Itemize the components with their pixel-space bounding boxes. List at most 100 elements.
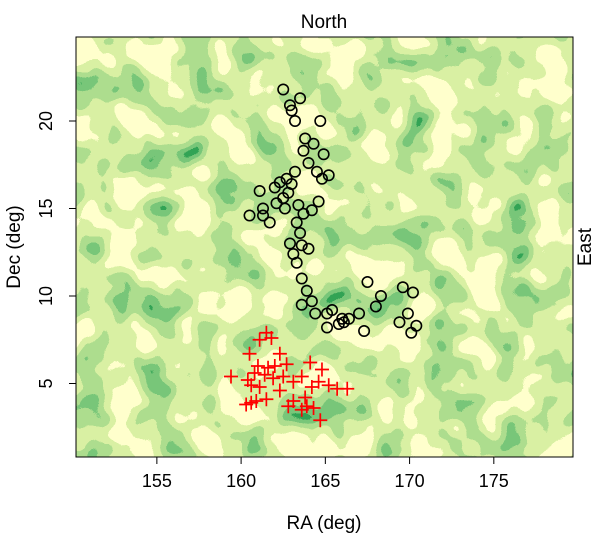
circle-point <box>321 307 334 320</box>
plus-point <box>242 346 257 361</box>
circle-point <box>278 202 291 215</box>
circle-point <box>396 281 409 294</box>
circle-point <box>393 316 406 329</box>
circle-point <box>361 275 374 288</box>
circle-point <box>353 307 366 320</box>
circle-point <box>369 300 382 313</box>
plus-point <box>247 366 262 380</box>
circle-point <box>295 272 308 285</box>
plus-point <box>252 380 267 394</box>
plus-point <box>294 369 309 384</box>
circle-point <box>337 316 350 329</box>
circle-point <box>283 237 296 250</box>
circle-point <box>294 92 307 105</box>
plus-point <box>294 402 309 417</box>
circle-point <box>374 289 387 302</box>
circle-point <box>305 295 318 308</box>
circle-point <box>270 197 283 210</box>
plus-point <box>304 380 319 394</box>
circle-point <box>289 115 302 128</box>
plus-point <box>250 359 265 373</box>
plus-point <box>306 401 321 415</box>
circle-point <box>253 185 266 198</box>
plus-point <box>286 394 301 408</box>
plus-point <box>314 362 329 377</box>
circle-point <box>297 144 310 157</box>
x-tick-label: 170 <box>395 471 425 491</box>
plus-point <box>261 360 276 375</box>
circle-point <box>263 216 276 229</box>
plus-point <box>279 357 294 372</box>
circle-point <box>289 165 302 178</box>
circle-point <box>294 227 307 240</box>
x-tick-label: 160 <box>226 471 256 491</box>
plus-point <box>244 378 259 393</box>
circle-point <box>299 132 312 145</box>
circle-point <box>358 324 371 337</box>
circle-point <box>309 307 322 320</box>
circle-point <box>302 242 315 255</box>
chart-title: North <box>301 12 347 33</box>
circle-point <box>257 202 270 215</box>
x-tick-label: 155 <box>142 471 172 491</box>
circle-point <box>295 239 308 252</box>
plus-point <box>298 390 313 405</box>
x-axis-label: RA (deg) <box>287 513 362 534</box>
circle-point <box>406 286 419 299</box>
circle-point <box>317 148 330 161</box>
red-plus-series <box>223 325 355 428</box>
circle-point <box>290 256 303 269</box>
circle-point <box>268 181 281 194</box>
plus-point <box>340 381 355 396</box>
plus-point <box>266 371 281 386</box>
east-label: East <box>575 227 596 266</box>
circle-point <box>295 298 308 311</box>
density-background <box>76 37 573 457</box>
plus-point <box>303 355 318 370</box>
y-axis: 5 10 15 20 <box>36 111 76 389</box>
circle-point <box>277 83 290 96</box>
plus-point <box>264 331 279 345</box>
plus-point <box>267 359 282 373</box>
x-tick-label: 165 <box>310 471 340 491</box>
plus-point <box>276 369 291 384</box>
plus-point <box>272 383 287 398</box>
circle-point <box>290 216 303 229</box>
density-level-5 <box>76 37 573 457</box>
circle-point <box>257 209 270 222</box>
circle-point <box>322 169 335 182</box>
circle-point <box>280 172 293 185</box>
y-tick-label: 15 <box>36 198 56 218</box>
x-axis: 155 160 165 170 175 <box>142 457 509 491</box>
circle-point <box>401 307 414 320</box>
circle-point <box>405 326 418 339</box>
y-tick-label: 20 <box>36 111 56 131</box>
circle-point <box>314 115 327 128</box>
black-circle-series <box>243 83 423 339</box>
x-tick-label: 175 <box>479 471 509 491</box>
y-tick-label: 5 <box>36 378 56 388</box>
circle-point <box>285 104 298 117</box>
y-axis-label: Dec (deg) <box>4 205 25 288</box>
circle-point <box>315 172 328 185</box>
plus-point <box>239 397 254 412</box>
circle-point <box>332 317 345 330</box>
plus-point <box>252 332 267 347</box>
circle-point <box>243 209 256 222</box>
circle-point <box>312 195 325 208</box>
plus-point <box>257 367 272 382</box>
y-tick-label: 10 <box>36 286 56 306</box>
plus-point <box>313 413 328 428</box>
circle-point <box>307 137 320 150</box>
plus-point <box>321 378 336 393</box>
circle-point <box>300 284 313 297</box>
plus-point <box>223 369 238 384</box>
circle-point <box>302 157 315 170</box>
plus-point <box>259 392 274 407</box>
circle-point <box>292 199 305 212</box>
plot-frame <box>75 36 574 458</box>
circle-point <box>305 204 318 217</box>
circle-point <box>283 99 296 112</box>
plus-point <box>286 374 301 389</box>
